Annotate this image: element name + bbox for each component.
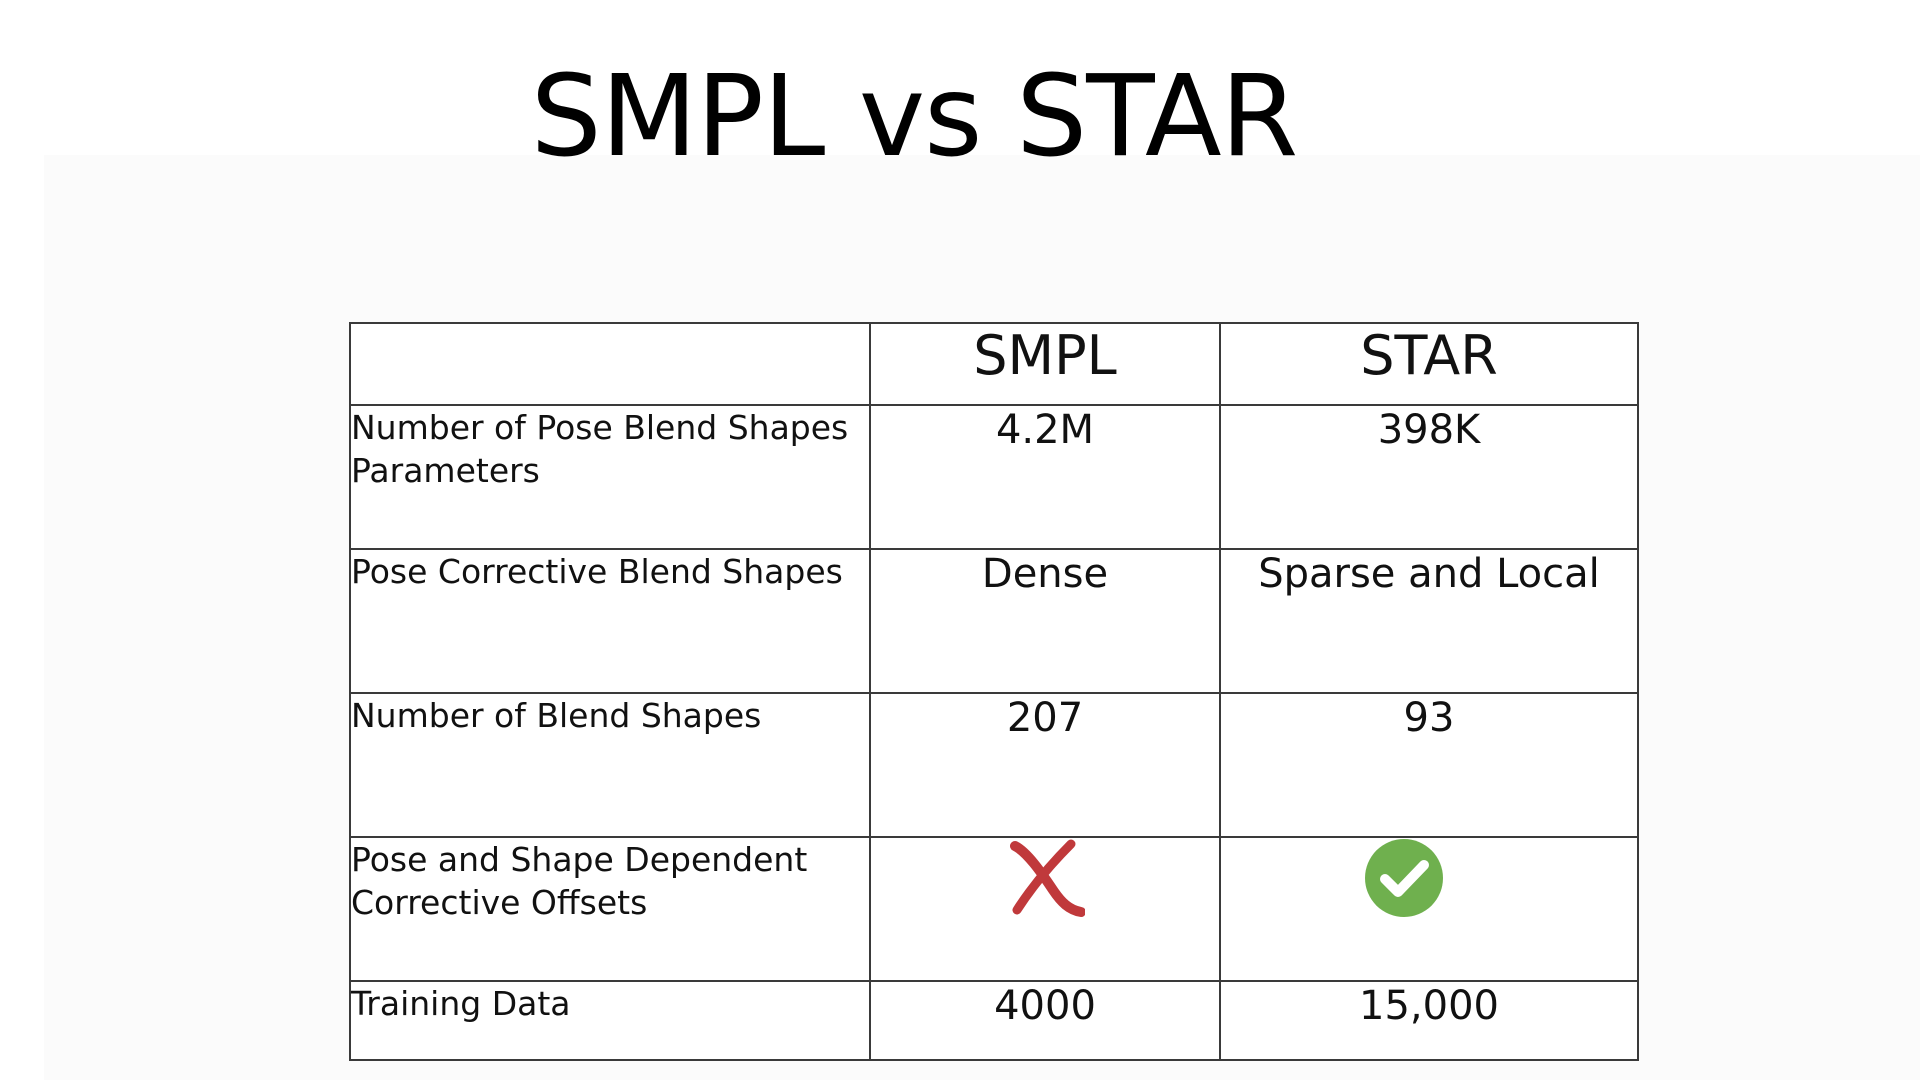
table-row: Pose Corrective Blend Shapes Dense Spars…	[349, 548, 1639, 694]
smpl-value	[869, 836, 1221, 982]
smpl-value: Dense	[869, 548, 1221, 694]
star-value	[1219, 836, 1639, 982]
table-header-row: SMPL STAR	[349, 322, 1639, 406]
table-row: Number of Pose Blend Shapes Parameters 4…	[349, 404, 1639, 550]
table-row: Pose and Shape Dependent Corrective Offs…	[349, 836, 1639, 982]
row-label: Number of Blend Shapes	[349, 692, 871, 838]
smpl-value: 4000	[869, 980, 1221, 1061]
table-row: Training Data 4000 15,000	[349, 980, 1639, 1061]
star-value: Sparse and Local	[1219, 548, 1639, 694]
header-star: STAR	[1219, 322, 1639, 406]
star-value: 93	[1219, 692, 1639, 838]
header-smpl: SMPL	[869, 322, 1221, 406]
row-label: Pose and Shape Dependent Corrective Offs…	[349, 836, 871, 982]
row-label: Number of Pose Blend Shapes Parameters	[349, 404, 871, 550]
row-label: Training Data	[349, 980, 871, 1061]
smpl-value: 4.2M	[869, 404, 1221, 550]
slide-title: SMPL vs STAR	[530, 52, 1299, 182]
comparison-table: SMPL STAR Number of Pose Blend Shapes Pa…	[349, 322, 1639, 1061]
smpl-value: 207	[869, 692, 1221, 838]
row-label: Pose Corrective Blend Shapes	[349, 548, 871, 694]
star-value: 15,000	[1219, 980, 1639, 1061]
header-corner-cell	[349, 322, 871, 406]
table-row: Number of Blend Shapes 207 93	[349, 692, 1639, 838]
check-circle-icon	[1365, 839, 1443, 917]
cross-icon	[1010, 839, 1085, 917]
star-value: 398K	[1219, 404, 1639, 550]
